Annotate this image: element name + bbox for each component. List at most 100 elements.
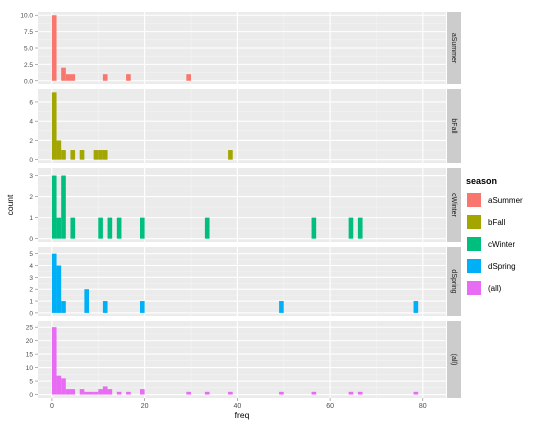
bar-all: [61, 378, 66, 395]
bar-cwinter: [116, 217, 122, 239]
bar-dspring: [279, 301, 284, 313]
bar-cwinter: [357, 217, 363, 239]
legend-item-bfall: bFall: [466, 211, 538, 233]
y-tick-label-dspring: 5: [29, 251, 33, 258]
y-tick-label-cwinter: 1: [29, 215, 33, 222]
bar-bfall: [228, 150, 233, 160]
bar-dspring: [51, 253, 57, 313]
y-tick-label-dspring: 4: [29, 263, 33, 270]
y-tick-label-cwinter: 3: [29, 173, 33, 180]
bar-dspring: [61, 301, 66, 313]
legend-label-dspring: dSpring: [488, 261, 516, 271]
bar-all: [70, 389, 76, 395]
bar-all: [186, 391, 191, 395]
y-tick-label-dspring: 1: [29, 299, 33, 306]
y-tick-label-all: 0: [29, 392, 33, 399]
bar-all: [79, 389, 85, 395]
bar-asummer: [126, 74, 131, 81]
bar-dspring: [140, 301, 145, 313]
bar-all: [51, 327, 57, 395]
bar-asummer: [70, 74, 76, 81]
bar-all: [413, 391, 419, 395]
bar-all: [102, 386, 108, 395]
bar-all: [311, 391, 317, 395]
legend-item-asummer: aSummer: [466, 189, 538, 211]
y-tick-label-bfall: 4: [29, 119, 33, 126]
bar-all: [116, 391, 122, 395]
x-axis-title: freq: [235, 410, 250, 420]
y-tick-label-bfall: 0: [29, 157, 33, 164]
bar-all: [279, 391, 284, 395]
y-tick-label-all: 20: [26, 338, 34, 345]
bar-cwinter: [107, 217, 113, 239]
bar-all: [89, 391, 94, 395]
bar-cwinter: [98, 217, 103, 239]
legend-key-dspring: [466, 258, 482, 274]
y-tick-label-bfall: 6: [29, 99, 33, 106]
bar-all: [357, 391, 363, 395]
bar-cwinter: [140, 217, 145, 239]
bar-bfall: [70, 150, 76, 160]
strip-cwinter: [447, 168, 461, 242]
y-tick-label-dspring: 2: [29, 287, 33, 294]
bar-all: [93, 391, 99, 395]
legend-key-cwinter: [466, 236, 482, 252]
bar-bfall: [98, 150, 103, 160]
panel-background-all: [38, 321, 446, 398]
bar-all: [98, 389, 103, 395]
bar-all: [107, 389, 113, 395]
bar-bfall: [61, 150, 66, 160]
bar-cwinter: [51, 175, 57, 239]
legend-item-all: (all): [466, 277, 538, 299]
x-tick-label: 60: [326, 403, 334, 410]
legend: season aSummer bFall cWinter dSpring (al…: [466, 176, 538, 299]
bar-all: [84, 391, 89, 395]
y-tick-label-bfall: 2: [29, 138, 33, 145]
legend-key-asummer: [466, 192, 482, 208]
bar-dspring: [102, 301, 108, 313]
bar-all: [348, 391, 354, 395]
bar-asummer: [102, 74, 108, 81]
bar-asummer: [186, 74, 191, 81]
y-tick-label-dspring: 0: [29, 310, 33, 317]
y-tick-label-asummer: 10.0: [20, 13, 33, 20]
legend-key-bfall: [466, 214, 482, 230]
bar-cwinter: [70, 217, 76, 239]
strip-label-all: (all): [450, 354, 457, 366]
strip-label-cwinter: cWinter: [450, 193, 457, 217]
y-tick-label-asummer: 7.5: [24, 29, 33, 36]
y-tick-label-asummer: 5.0: [24, 46, 33, 53]
bar-asummer: [61, 67, 66, 81]
bar-all: [140, 389, 145, 395]
legend-key-all: [466, 280, 482, 296]
y-tick-label-all: 25: [26, 325, 34, 332]
bar-dspring: [56, 265, 62, 313]
y-tick-label-cwinter: 2: [29, 194, 33, 201]
y-tick-label-all: 10: [26, 365, 34, 372]
bar-asummer: [65, 74, 71, 81]
legend-label-all: (all): [488, 283, 502, 293]
bar-bfall: [79, 150, 85, 160]
legend-label-cwinter: cWinter: [488, 239, 516, 249]
legend-label-bfall: bFall: [488, 217, 506, 227]
bar-dspring: [413, 301, 419, 313]
x-tick-label: 40: [233, 403, 241, 410]
y-tick-label-asummer: 2.5: [24, 62, 33, 69]
bar-all: [56, 375, 62, 395]
bar-all: [65, 389, 71, 395]
strip-label-dspring: dSpring: [450, 269, 457, 293]
strip-asummer: [447, 12, 461, 84]
strip-all: [447, 321, 461, 398]
y-tick-label-all: 5: [29, 379, 33, 386]
x-tick-label: 20: [141, 403, 149, 410]
bar-dspring: [84, 289, 89, 313]
strip-dspring: [447, 247, 461, 316]
x-tick-label: 0: [50, 403, 54, 410]
y-tick-label-all: 15: [26, 352, 34, 359]
y-tick-label-asummer: 0.0: [24, 78, 33, 85]
bar-cwinter: [204, 217, 210, 239]
strip-bfall: [447, 89, 461, 163]
bar-bfall: [51, 92, 57, 160]
bar-all: [204, 391, 210, 395]
